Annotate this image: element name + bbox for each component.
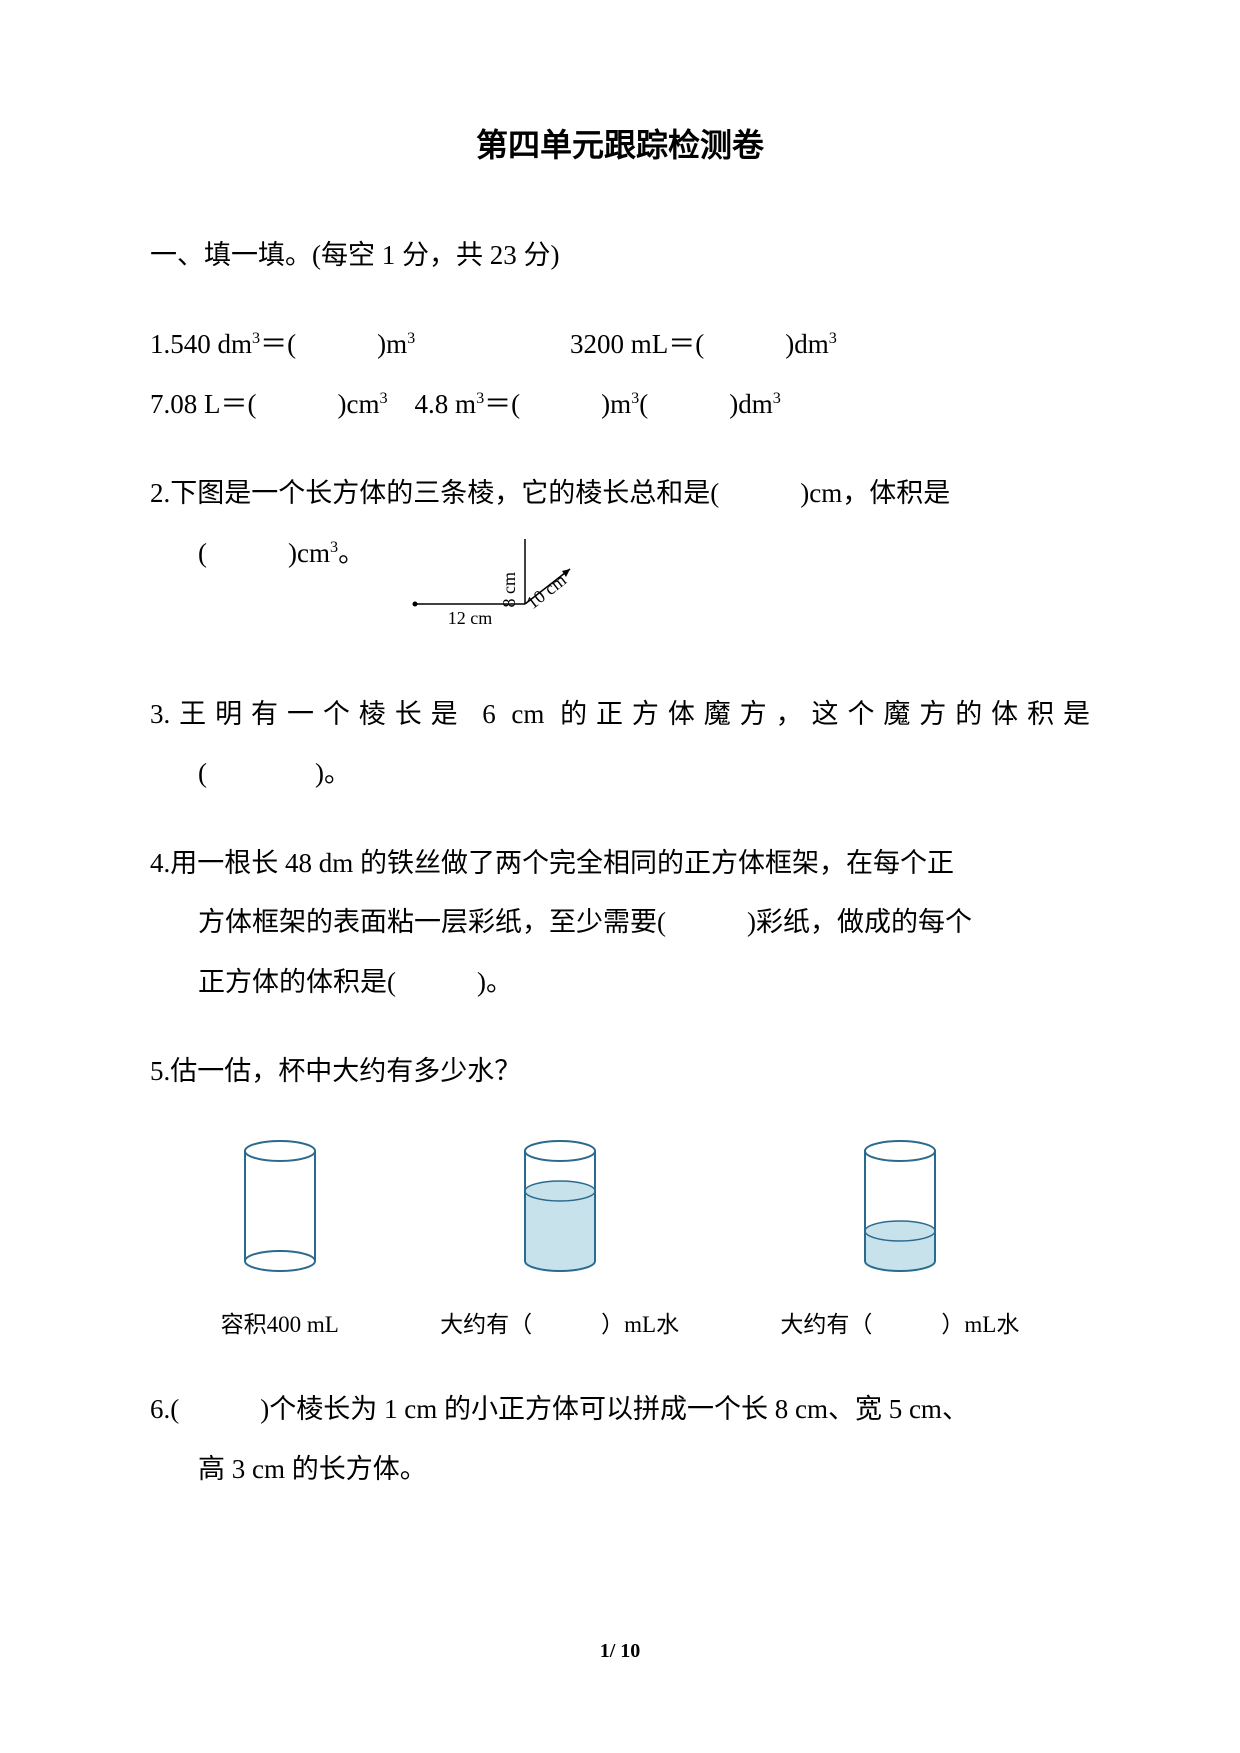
q1a-exp: 3	[252, 329, 260, 347]
q1a-exp2: 3	[407, 329, 415, 347]
q1d-exp1: 3	[476, 389, 484, 407]
question-2: 2.下图是一个长方体的三条棱，它的棱长总和是( )cm，体积是 ( )cm3。 …	[150, 464, 1090, 655]
cup-2: 大约有（ ）mL水	[440, 1131, 679, 1350]
q1a-left: 1.540 dm	[150, 329, 252, 359]
question-6: 6.( )个棱长为 1 cm 的小正方体可以拼成一个长 8 cm、宽 5 cm、…	[150, 1380, 1090, 1499]
edge-h-label: 12 cm	[448, 608, 493, 628]
q2-line2: ( )cm	[198, 538, 330, 568]
question-5: 5.估一估，杯中大约有多少水？ 容积400 mL	[150, 1042, 1090, 1351]
q2-line1: 2.下图是一个长方体的三条棱，它的棱长总和是( )cm，体积是	[150, 464, 1090, 523]
q6-line2: 高 3 cm 的长方体。	[150, 1440, 1090, 1499]
question-1: 1.540 dm3＝( )m3 3200 mL＝( )dm3 7.08 L＝( …	[150, 315, 1090, 434]
cup3-label: 大约有（ ）mL水	[780, 1300, 1019, 1351]
q2-exp: 3	[330, 538, 338, 556]
q1d-exp3: 3	[773, 389, 781, 407]
q1b: 3200 mL＝( )dm	[570, 329, 829, 359]
question-4: 4.用一根长 48 dm 的铁丝做了两个完全相同的正方体框架，在每个正 方体框架…	[150, 834, 1090, 1012]
q1b-exp: 3	[829, 329, 837, 347]
q1c: 7.08 L＝( )cm	[150, 389, 379, 419]
q1d-gap: 4.8 m	[388, 389, 477, 419]
q4-line3: 正方体的体积是( )。	[150, 953, 1090, 1012]
question-3: 3.王明有一个棱长是 6 cm 的正方体魔方，这个魔方的体积是 ( )。	[150, 685, 1090, 804]
cup-1: 容积400 mL	[221, 1131, 339, 1350]
edges-diagram: 12 cm 8 cm 10 cm	[385, 524, 585, 655]
content: 一、填一填。(每空 1 分，共 23 分) 1.540 dm3＝( )m3 32…	[150, 226, 1090, 1499]
page-root: 第四单元跟踪检测卷 一、填一填。(每空 1 分，共 23 分) 1.540 dm…	[0, 0, 1240, 1753]
cup1-label: 容积400 mL	[221, 1300, 339, 1351]
q3-line1: 3.王明有一个棱长是 6 cm 的正方体魔方，这个魔方的体积是	[150, 685, 1090, 744]
page-footer: 1/ 10	[0, 1640, 1240, 1663]
q4-line2: 方体框架的表面粘一层彩纸，至少需要( )彩纸，做成的每个	[150, 893, 1090, 952]
page-title: 第四单元跟踪检测卷	[150, 120, 1090, 166]
q2-line2end: 。	[338, 538, 365, 568]
edge-d-label: 10 cm	[523, 569, 570, 612]
section-header: 一、填一填。(每空 1 分，共 23 分)	[150, 226, 1090, 285]
cup-3: 大约有（ ）mL水	[780, 1131, 1019, 1350]
q6-line1: 6.( )个棱长为 1 cm 的小正方体可以拼成一个长 8 cm、宽 5 cm、	[150, 1380, 1090, 1439]
page-sep: /	[610, 1640, 621, 1662]
cup2-label: 大约有（ ）mL水	[440, 1300, 679, 1351]
q3-line2: ( )。	[150, 744, 1090, 803]
q1d-mid: ＝( )m	[484, 389, 631, 419]
q1c-exp: 3	[379, 389, 387, 407]
q1d-end: ( )dm	[639, 389, 772, 419]
q5-head: 5.估一估，杯中大约有多少水？	[150, 1042, 1090, 1101]
q4-line1: 4.用一根长 48 dm 的铁丝做了两个完全相同的正方体框架，在每个正	[150, 834, 1090, 893]
page-number: 1	[600, 1640, 610, 1662]
edge-v-label: 8 cm	[499, 572, 519, 608]
page-total: 10	[620, 1640, 640, 1662]
q1a-mid: ＝( )m	[260, 329, 407, 359]
